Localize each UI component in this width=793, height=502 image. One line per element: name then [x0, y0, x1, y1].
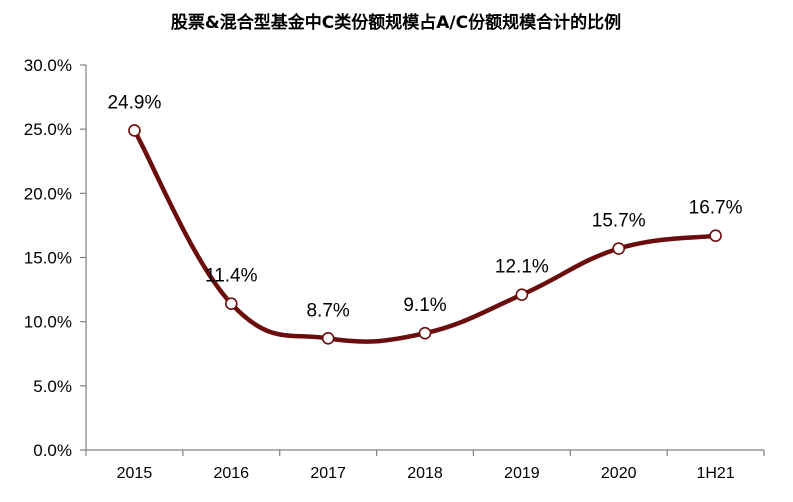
x-tick-label: 2020 [601, 465, 637, 482]
data-point [224, 297, 238, 311]
data-labels: 24.9% 11.4% 8.7% 9.1% 12.1% 15.7% 16.7% [107, 92, 742, 321]
data-label: 24.9% [107, 92, 161, 113]
data-point [128, 124, 141, 137]
data-point [515, 288, 529, 302]
y-tick-label: 20.0% [24, 184, 72, 203]
data-point [709, 229, 722, 242]
y-tick-label: 25.0% [24, 120, 72, 139]
y-axis: 0.0% 5.0% 10.0% 15.0% 20.0% 25.0% 30.0% [24, 56, 87, 460]
x-tick-label: 2015 [117, 465, 153, 482]
y-tick-label: 0.0% [33, 441, 72, 460]
data-label: 16.7% [689, 198, 743, 219]
y-tick-label: 10.0% [24, 313, 72, 332]
series-line-group [128, 124, 722, 345]
y-tick-label: 15.0% [24, 249, 72, 268]
data-label: 11.4% [205, 266, 258, 287]
x-tick-label: 2018 [407, 465, 443, 482]
chart-title: 股票&混合型基金中C类份额规模占A/C份额规模合计的比例 [171, 12, 621, 33]
x-tick-label: 2017 [310, 465, 346, 482]
x-tick-label: 2019 [504, 465, 540, 482]
y-tick-label: 5.0% [33, 377, 72, 396]
data-point [612, 242, 626, 255]
data-point [321, 332, 335, 345]
x-tick-label: 1H21 [696, 465, 734, 482]
data-point [418, 326, 432, 340]
data-label: 15.7% [592, 211, 646, 232]
x-axis: 2015 2016 2017 2018 2019 2020 1H21 [85, 449, 765, 482]
data-label: 9.1% [403, 295, 446, 316]
data-label: 8.7% [306, 300, 349, 321]
data-label: 12.1% [495, 257, 549, 278]
x-tick-label: 2016 [213, 465, 249, 482]
y-tick-label: 30.0% [24, 56, 72, 75]
